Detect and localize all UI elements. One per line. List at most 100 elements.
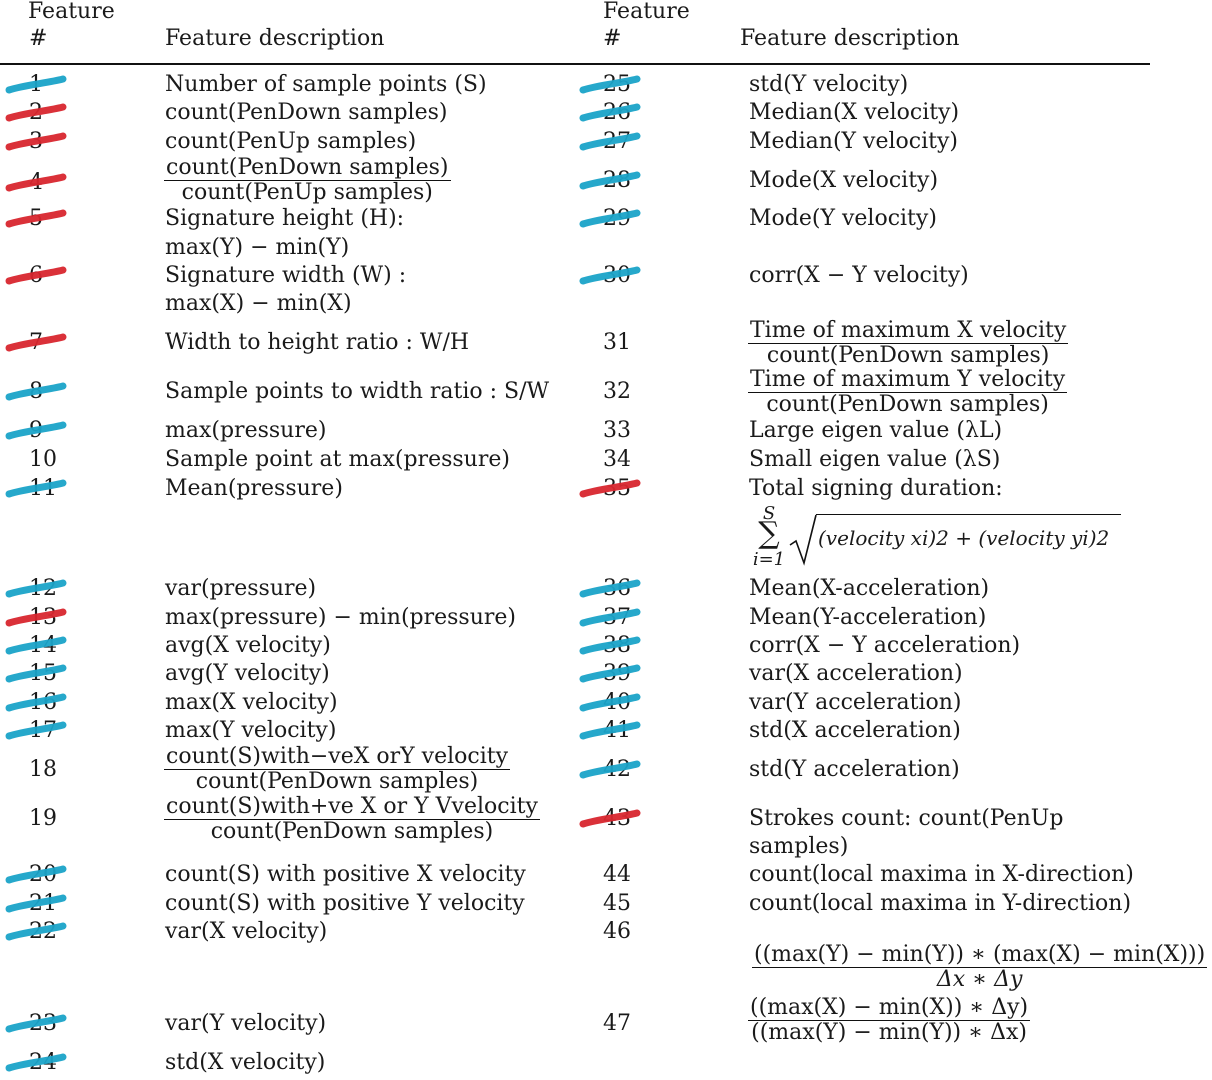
fraction-denominator: count(PenUp samples) — [181, 180, 433, 205]
feature-number: 47 — [603, 1011, 631, 1036]
feature-description: Mean(pressure) — [165, 476, 343, 501]
feature-number: 46 — [603, 919, 631, 944]
feature-number: 17 — [29, 718, 57, 743]
fraction-numerator: count(S)with−veX orY velocity — [164, 744, 511, 770]
feature-description: max(Y velocity) — [165, 718, 337, 743]
feature-fraction: ((max(X) − min(X)) ∗ Δy) ((max(Y) − min(… — [748, 995, 1031, 1045]
feature-number: 10 — [29, 447, 57, 472]
feature-number: 31 — [603, 330, 631, 355]
feature-number: 32 — [603, 379, 631, 404]
feature-description: Total signing duration: — [749, 476, 1003, 501]
fraction-numerator: ((max(X) − min(X)) ∗ Δy) — [748, 995, 1031, 1021]
feature-number: 30 — [603, 263, 631, 288]
feature-description: var(Y velocity) — [165, 1011, 327, 1036]
feature-description: Sample point at max(pressure) — [165, 447, 510, 472]
feature-description: count(S) with positive Y velocity — [165, 891, 525, 916]
feature-number: 35 — [603, 476, 631, 501]
feature-description: Signature width (W) : — [165, 263, 407, 288]
feature-number: 37 — [603, 605, 631, 630]
fraction-numerator: ((max(Y) − min(Y)) ∗ (max(X) − min(X))) — [752, 942, 1208, 968]
feature-description: Number of sample points (S) — [165, 72, 487, 97]
feature-description: var(X acceleration) — [749, 661, 963, 686]
feature-number: 27 — [603, 129, 631, 154]
feature-description: Strokes count: count(PenUp — [749, 806, 1064, 831]
feature-description: Signature height (H): — [165, 206, 405, 231]
fraction-numerator: Time of maximum X velocity — [748, 318, 1069, 344]
feature-number: 13 — [29, 605, 57, 630]
feature-number: 12 — [29, 576, 57, 601]
fraction-denominator: count(PenDown samples) — [766, 343, 1050, 368]
feature-description: std(Y velocity) — [749, 72, 909, 97]
feature-number: 25 — [603, 72, 631, 97]
feature-number: 23 — [29, 1011, 57, 1036]
feature-description: corr(X − Y acceleration) — [749, 633, 1021, 658]
feature-fraction: Time of maximum X velocity count(PenDown… — [748, 318, 1069, 368]
feature-number: 21 — [29, 891, 57, 916]
feature-number: 43 — [603, 806, 631, 831]
sqrt-radical — [789, 514, 817, 566]
feature-description: std(Y acceleration) — [749, 757, 960, 782]
feature-description: max(pressure) — [165, 418, 327, 443]
feature-description: count(PenDown samples) — [165, 100, 448, 125]
feature-number: 24 — [29, 1050, 57, 1075]
feature-description: avg(Y velocity) — [165, 661, 330, 686]
feature-description: std(X acceleration) — [749, 718, 961, 743]
feature-description: corr(X − Y velocity) — [749, 263, 969, 288]
feature-number: 9 — [29, 418, 43, 443]
fraction-denominator: count(PenDown samples) — [766, 392, 1049, 417]
header-rule — [0, 63, 1150, 65]
feature-number: 28 — [603, 168, 631, 193]
header-desc-right: Feature description — [740, 26, 960, 51]
feature-number: 5 — [29, 206, 43, 231]
feature-description: count(PenUp samples) — [165, 129, 417, 154]
feature-number: 11 — [29, 476, 57, 501]
feature-number: 29 — [603, 206, 631, 231]
feature-number: 2 — [29, 100, 43, 125]
feature-description: avg(X velocity) — [165, 633, 331, 658]
feature-description: Mean(X-acceleration) — [749, 576, 990, 601]
fraction-denominator: ((max(Y) − min(Y)) ∗ Δx) — [751, 1020, 1027, 1045]
header-desc-left: Feature description — [165, 26, 385, 51]
feature-description: Width to height ratio : W/H — [165, 330, 470, 355]
feature-description: var(pressure) — [165, 576, 317, 601]
feature-number: 39 — [603, 661, 631, 686]
fraction-denominator: count(PenDown samples) — [210, 819, 494, 844]
feature-number: 41 — [603, 718, 631, 743]
feature-description: Median(X velocity) — [749, 100, 960, 125]
feature-description: Median(Y velocity) — [749, 129, 958, 154]
feature-number: 44 — [603, 862, 631, 887]
feature-description: Small eigen value (λS) — [749, 447, 1001, 472]
feature-number: 7 — [29, 330, 43, 355]
feature-description-line2: samples) — [749, 834, 849, 859]
header-hash-left: # — [29, 26, 48, 51]
feature-number: 40 — [603, 690, 631, 715]
feature-number: 38 — [603, 633, 631, 658]
feature-description: var(Y acceleration) — [749, 690, 962, 715]
feature-description: max(pressure) − min(pressure) — [165, 605, 517, 630]
fraction-numerator: count(PenDown samples) — [164, 155, 451, 181]
feature-number: 19 — [29, 806, 57, 831]
feature-description: count(local maxima in X-direction) — [749, 862, 1134, 887]
feature-number: 8 — [29, 379, 43, 404]
fraction-numerator: Time of maximum Y velocity — [748, 367, 1068, 393]
feature-fraction: count(S)with+ve X or Y Vvelocity count(P… — [164, 795, 540, 844]
signing-duration-formula: S ∑ i=1 (velocity xi)2 + (velocity yi)2 — [752, 505, 1132, 577]
feature-description: Mean(Y-acceleration) — [749, 605, 987, 630]
fraction-denominator: Δx ∗ Δy — [936, 967, 1023, 992]
feature-number: 45 — [603, 891, 631, 916]
sum-upper-limit: S — [762, 503, 776, 524]
feature-number: 20 — [29, 862, 57, 887]
feature-description: std(X velocity) — [165, 1050, 326, 1075]
feature-number: 22 — [29, 919, 57, 944]
feature-description: count(local maxima in Y-direction) — [749, 891, 1132, 916]
feature-number: 26 — [603, 100, 631, 125]
fraction-denominator: count(PenDown samples) — [195, 769, 479, 794]
feature-number: 14 — [29, 633, 57, 658]
header-feature-label-right: Feature — [603, 0, 690, 24]
feature-number: 16 — [29, 690, 57, 715]
feature-description: max(X velocity) — [165, 690, 338, 715]
feature-number: 4 — [29, 170, 43, 195]
feature-fraction: count(PenDown samples) count(PenUp sampl… — [164, 156, 451, 205]
feature-number: 15 — [29, 661, 57, 686]
fraction-numerator: count(S)with+ve X or Y Vvelocity — [164, 794, 540, 820]
